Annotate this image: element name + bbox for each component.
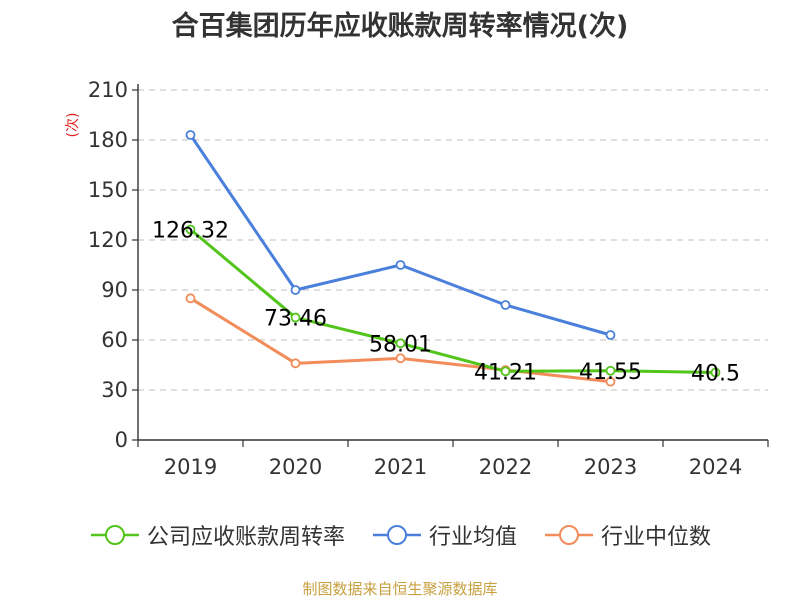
legend-label: 行业均值	[428, 525, 517, 550]
data-label: 58.01	[369, 332, 432, 357]
series-2	[185, 293, 616, 387]
data-point	[605, 376, 616, 387]
series-line	[189, 228, 716, 374]
data-point	[500, 366, 511, 377]
y-axis-label: (次)	[65, 113, 81, 138]
x-tick-label: 2023	[584, 455, 637, 479]
data-label: 73.46	[264, 307, 327, 332]
legend-label: 行业中位数	[601, 525, 712, 550]
legend-line-marker-icon	[545, 525, 593, 545]
legend-item[interactable]: 公司应收账款周转率	[89, 519, 345, 551]
data-label: 41.55	[579, 360, 642, 385]
data-point	[290, 312, 301, 323]
y-tick-label: 90	[101, 278, 128, 302]
y-tick-label: 30	[101, 378, 128, 402]
chart-legend: 公司应收账款周转率 行业均值 行业中位数	[0, 519, 800, 551]
series-line	[189, 134, 611, 337]
data-point	[395, 353, 406, 364]
data-point	[290, 358, 301, 369]
series-1	[185, 130, 616, 340]
y-tick-label: 120	[88, 228, 128, 252]
legend-line-marker-icon	[90, 525, 139, 545]
data-point	[710, 367, 721, 378]
data-point	[290, 285, 301, 295]
x-tick-label: 2019	[164, 455, 217, 479]
legend-item[interactable]: 行业中位数	[543, 519, 711, 551]
y-tick-label: 60	[101, 328, 128, 352]
x-tick-label: 2020	[269, 455, 322, 479]
data-label: 41.21	[474, 360, 537, 385]
legend-item[interactable]: 行业均值	[371, 519, 517, 551]
series-0	[185, 224, 721, 378]
legend-line-marker-icon	[372, 525, 421, 545]
data-point	[185, 130, 196, 140]
y-tick-label: 0	[115, 428, 128, 452]
x-tick-label: 2024	[689, 455, 742, 479]
data-source-note: 制图数据来自恒生聚源数据库	[302, 580, 498, 598]
y-tick-label: 180	[88, 128, 128, 152]
data-point	[185, 224, 196, 235]
data-point	[500, 300, 511, 310]
data-label: 126.32	[152, 218, 229, 243]
x-tick-label: 2022	[479, 455, 532, 479]
legend-label: 公司应收账款周转率	[146, 525, 345, 550]
chart-title: 合百集团历年应收账款周转率情况(次)	[171, 11, 629, 42]
data-point	[395, 260, 406, 270]
data-label: 40.5	[691, 362, 740, 387]
x-tick-label: 2021	[374, 455, 427, 479]
data-point	[395, 338, 406, 349]
data-point	[605, 365, 616, 376]
y-tick-label: 210	[88, 78, 128, 102]
data-point	[185, 293, 196, 304]
y-tick-label: 150	[88, 178, 128, 202]
data-point	[605, 330, 616, 340]
